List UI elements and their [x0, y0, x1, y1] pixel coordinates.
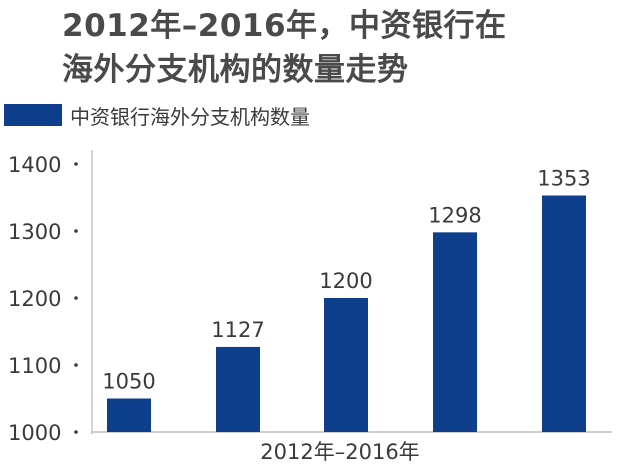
chart-title-line-2: 海外分支机构的数量走势 — [62, 52, 409, 88]
y-tick-mark — [74, 363, 78, 367]
bar — [542, 195, 586, 432]
y-tick-mark — [74, 430, 78, 434]
bar — [324, 298, 368, 432]
y-tick-label: 1200 — [8, 287, 61, 311]
bar-data-label: 1353 — [537, 166, 590, 190]
x-axis-label: 2012年–2016年 — [260, 440, 419, 464]
bar — [433, 232, 477, 432]
bar-data-label: 1127 — [211, 318, 264, 342]
bar-data-label: 1050 — [102, 370, 155, 394]
y-tick-mark — [74, 296, 78, 300]
y-tick-mark — [74, 162, 78, 166]
bar-data-label: 1298 — [428, 203, 481, 227]
y-tick-label: 1100 — [8, 354, 61, 378]
bar — [216, 346, 260, 432]
chart-title-line-1: 2012年–2016年，中资银行在 — [62, 8, 507, 44]
y-tick-mark — [74, 229, 78, 233]
chart-title: 2012年–2016年，中资银行在 海外分支机构的数量走势 — [62, 4, 507, 92]
bar-data-label: 1200 — [319, 269, 372, 293]
y-tick-label: 1000 — [8, 421, 61, 445]
bar — [107, 398, 151, 432]
legend: 中资银行海外分支机构数量 — [4, 102, 310, 129]
y-tick-label: 1300 — [8, 220, 61, 244]
legend-label: 中资银行海外分支机构数量 — [70, 104, 310, 129]
y-tick-label: 1400 — [8, 153, 61, 177]
legend-swatch — [4, 104, 62, 126]
